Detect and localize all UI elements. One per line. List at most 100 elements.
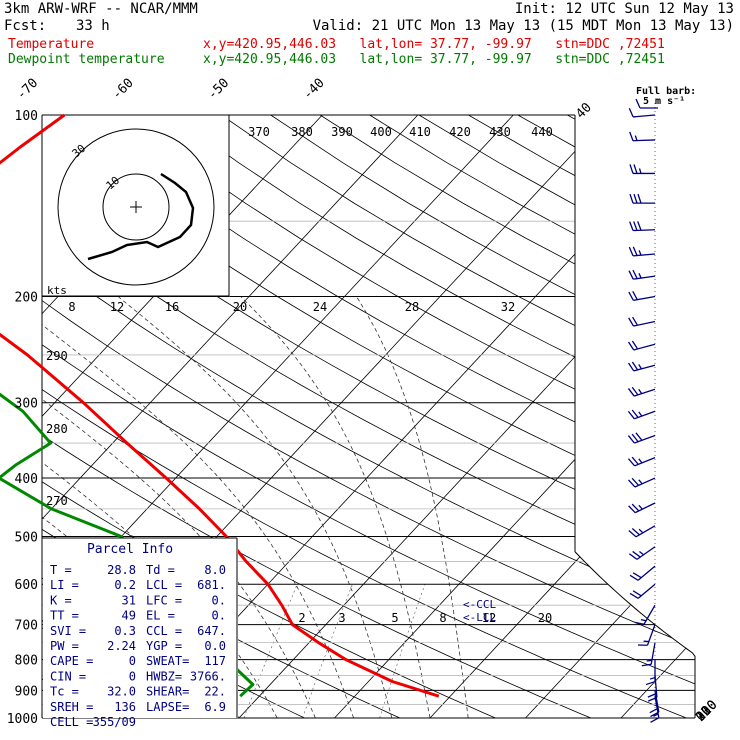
speed-tick-label: 24: [313, 300, 327, 314]
pressure-label: 100: [15, 109, 38, 124]
barb-legend-sample: [635, 98, 641, 109]
isotherm: [525, 115, 695, 718]
pressure-label: 700: [15, 619, 38, 634]
model-title: 3km ARW-WRF -- NCAR/MMM: [4, 1, 198, 17]
parcel-value: 49: [122, 609, 136, 623]
isotherm: [334, 115, 695, 718]
pressure-label: 500: [15, 530, 38, 545]
isotherm-label: -70: [14, 76, 41, 103]
wind-barb: [627, 409, 656, 420]
dry-adiabat: [468, 115, 695, 718]
parcel-label: TT =: [50, 609, 79, 623]
parcel-value: 3766.: [190, 669, 226, 683]
parcel-label: LCL =: [146, 578, 182, 592]
theta-label-left: 270: [46, 494, 68, 508]
wind-barb: [628, 546, 656, 560]
wind-barb: [628, 477, 656, 488]
isotherm: [238, 115, 695, 718]
parcel-info-title: Parcel Info: [87, 542, 173, 557]
forecast-hours: 33 h: [76, 18, 110, 34]
theta-label: 390: [331, 125, 353, 139]
wind-barb: [628, 290, 656, 301]
mixing-ratio-label: 12: [482, 611, 496, 625]
parcel-value: 355/09: [93, 715, 136, 729]
wind-barb: [629, 221, 656, 232]
isotherm-label: -60: [110, 76, 137, 103]
pressure-label: 300: [15, 397, 38, 412]
parcel-value: 2.24: [107, 639, 136, 653]
wind-barb: [634, 604, 656, 625]
barb-legend-title: Full barb:: [636, 86, 696, 97]
wind-barbs: [627, 103, 660, 723]
parcel-value: 22.: [204, 685, 226, 699]
parcel-value: 647.: [197, 624, 226, 638]
parcel-label: T =: [50, 563, 72, 577]
mixing-ratio-label: 8: [439, 611, 446, 625]
valid-time: Valid: 21 UTC Mon 13 May 13 (15 MDT Mon …: [312, 18, 734, 34]
parcel-label: Tc =: [50, 685, 79, 699]
wind-barb: [641, 642, 656, 667]
parcel-value: 0.3: [114, 624, 136, 638]
parcel-label: LI =: [50, 578, 79, 592]
dry-adiabat: [517, 115, 695, 718]
hodograph-trace: [87, 172, 195, 261]
parcel-value: 0.0: [204, 639, 226, 653]
parcel-value: 6.9: [204, 700, 226, 714]
theta-label: 420: [449, 125, 471, 139]
pressure-label: 800: [15, 654, 38, 669]
theta-label: 370: [248, 125, 270, 139]
mixing-ratio-label: 20: [538, 611, 552, 625]
parcel-label: K =: [50, 593, 72, 607]
parcel-value: 0.: [212, 593, 226, 607]
speed-tick-label: 20: [233, 300, 247, 314]
frame-slant: [574, 536, 696, 718]
lcl-marker: <-LCL: [463, 611, 496, 624]
wind-barb: [645, 659, 656, 686]
parcel-label: CCL =: [146, 624, 182, 638]
parcel-label: LFC =: [146, 593, 182, 607]
wind-barb: [629, 583, 656, 599]
theta-label: 430: [489, 125, 511, 139]
dry-adiabat: [319, 115, 695, 718]
wind-barb: [627, 432, 656, 444]
pressure-label: 400: [15, 472, 38, 487]
parcel-value: 32.0: [107, 685, 136, 699]
temperature-line: [0, 113, 440, 698]
mixing-ratio-label: 5: [391, 611, 398, 625]
speed-tick-label: 28: [405, 300, 419, 314]
wind-barb: [627, 386, 656, 397]
speed-tick-label: 16: [165, 300, 179, 314]
barb-legend-unit: 5 m s⁻¹: [643, 96, 685, 107]
wind-barb: [628, 246, 656, 257]
wind-barb: [629, 565, 656, 581]
parcel-value: 117: [204, 654, 226, 668]
parcel-label: CIN =: [50, 669, 86, 683]
hodograph-units: kts: [47, 284, 67, 297]
parcel-value: 0.2: [114, 578, 136, 592]
parcel-value: 136: [114, 700, 136, 714]
mixing-ratio-label: 3: [338, 611, 345, 625]
wind-barb: [628, 269, 656, 280]
parcel-label: SWEAT=: [146, 654, 189, 668]
pressure-label: 900: [15, 684, 38, 699]
mixing-ratio-line: [302, 584, 353, 718]
theta-label-left: 290: [46, 349, 68, 363]
init-time: Init: 12 UTC Sun 12 May 13: [514, 1, 734, 17]
wind-barb: [629, 164, 655, 175]
forecast-label: Fcst:: [4, 18, 47, 34]
wind-barb: [627, 361, 656, 372]
wind-barb: [629, 193, 655, 204]
moist-adiabat: [42, 296, 354, 718]
parcel-label: SVI =: [50, 624, 86, 638]
wind-barb: [628, 316, 656, 327]
theta-label-left: 280: [46, 422, 68, 436]
parcel-value: 31: [122, 593, 136, 607]
pressure-label: 200: [15, 291, 38, 306]
parcel-value: 681.: [197, 578, 226, 592]
isotherm-label: -40: [301, 76, 328, 103]
dry-adiabat: [270, 115, 695, 718]
theta-label: 400: [370, 125, 392, 139]
wind-barb: [627, 340, 656, 351]
wind-barb: [628, 107, 656, 118]
